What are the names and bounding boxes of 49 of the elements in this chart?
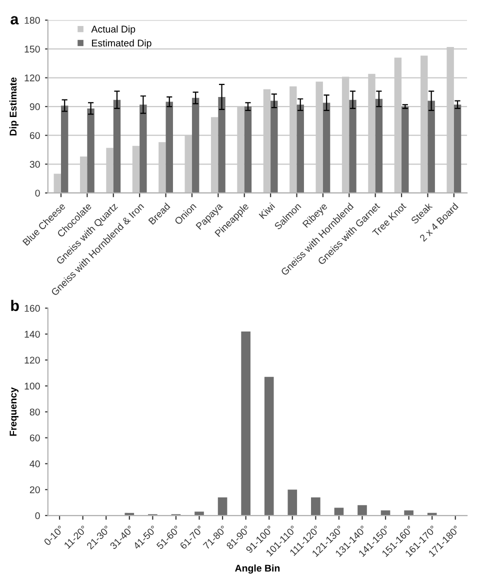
- bar: [311, 497, 320, 516]
- legend-label: Actual Dip: [91, 25, 136, 35]
- legend-label: Estimated Dip: [92, 39, 152, 48]
- chart-title: b: [11, 300, 19, 312]
- bar: [192, 98, 200, 193]
- y-tick-label: 30: [30, 160, 40, 168]
- x-tick-label: Kiwi: [258, 202, 276, 220]
- y-tick-label: 40: [30, 460, 40, 468]
- bar: [296, 104, 304, 193]
- y-axis-title: Dip Estimate: [9, 77, 18, 136]
- y-tick-label: 60: [30, 132, 40, 139]
- bar: [334, 508, 344, 516]
- y-tick-label: 180: [24, 16, 40, 24]
- y-tick-label: 90: [30, 103, 40, 110]
- bar: [454, 104, 462, 193]
- bar: [428, 100, 435, 193]
- bar: [288, 490, 298, 516]
- y-tick-label: 140: [24, 330, 40, 338]
- y-tick-label: 100: [24, 382, 40, 390]
- chart-title: a: [10, 16, 19, 24]
- bar: [113, 100, 121, 193]
- y-tick-label: 120: [24, 356, 40, 364]
- y-tick-label: 0: [35, 512, 40, 520]
- bar: [218, 497, 228, 516]
- bar: [218, 96, 226, 193]
- bar: [54, 174, 61, 193]
- bar: [140, 104, 147, 193]
- y-axis-title: Frequency: [10, 387, 18, 436]
- bar: [375, 98, 383, 193]
- y-tick-label: 150: [24, 46, 40, 53]
- x-axis-title: Angle Bin: [235, 564, 280, 574]
- bar: [87, 108, 94, 193]
- y-tick-label: 80: [30, 408, 40, 416]
- bar: [322, 102, 330, 193]
- bar: [270, 100, 278, 193]
- bar: [358, 505, 367, 516]
- bar: [244, 106, 252, 193]
- bar: [349, 100, 356, 193]
- bar: [61, 106, 68, 193]
- bar: [241, 331, 250, 516]
- bar: [264, 376, 274, 516]
- y-tick-label: 120: [24, 74, 40, 82]
- y-tick-label: 60: [30, 434, 40, 442]
- bar: [166, 102, 173, 193]
- bar: [402, 106, 409, 193]
- y-tick-label: 0: [35, 190, 40, 197]
- bar: [194, 512, 204, 516]
- y-tick-label: 160: [24, 304, 40, 312]
- y-tick-label: 20: [30, 486, 40, 494]
